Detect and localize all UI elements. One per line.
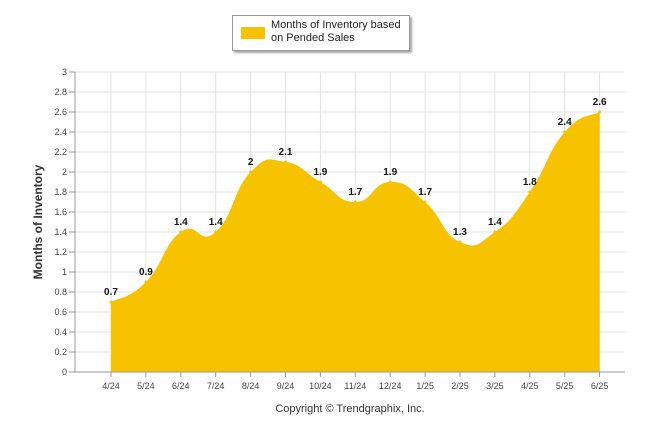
copyright-text: Copyright © Trendgraphix, Inc.: [275, 403, 425, 415]
data-point: [423, 200, 427, 204]
data-point: [179, 230, 183, 234]
y-tick-label: 0.6: [54, 307, 67, 317]
series-area: [111, 112, 600, 372]
y-tick-label: 0.2: [54, 347, 67, 357]
y-tick-labels: 0 0.2 0.4 0.6 0.8 1 1.2 1.4 1.6 1.8 2 2.2 2.4 2.6 2.8 3: [54, 67, 67, 377]
y-tick-label: 0: [62, 367, 67, 377]
data-point: [249, 170, 253, 174]
data-label: 1.7: [348, 187, 362, 198]
x-tick-label: 1/25: [416, 381, 434, 391]
x-tick-label: 9/24: [277, 381, 295, 391]
y-tick-label: 2.8: [54, 87, 67, 97]
y-tick-label: 1.6: [54, 207, 67, 217]
y-tick-label: 3: [62, 67, 67, 77]
x-tick-label: 6/25: [591, 381, 609, 391]
x-tick-labels: 4/24 5/24 6/24 7/24 8/24 9/24 10/24 11/24 12/24 1…: [102, 372, 608, 391]
x-tick-label: 11/24: [344, 381, 366, 391]
data-labels: 0.7 0.9 1.4 1.4 2 2.1 1.9 1.7 1.9 1.7 1.3 1.4 1.8 2.4…: [104, 97, 607, 298]
data-point: [458, 240, 462, 244]
data-label: 1.3: [453, 227, 467, 238]
data-point: [284, 160, 287, 164]
data-label: 1.9: [313, 167, 327, 178]
data-point: [493, 230, 497, 234]
data-label: 1.8: [523, 177, 537, 188]
x-tick-label: 4/25: [521, 381, 539, 391]
y-tick-label: 1.2: [54, 247, 67, 257]
y-tick-label: 2.4: [54, 127, 67, 137]
data-point: [563, 130, 567, 134]
data-label: 0.7: [104, 287, 118, 298]
y-axis-label: Months of Inventory: [31, 164, 45, 279]
x-tick-label: 3/25: [486, 381, 504, 391]
data-point: [528, 190, 532, 194]
data-point: [144, 280, 148, 284]
data-label: 1.4: [209, 217, 223, 228]
x-tick-label: 5/25: [556, 381, 574, 391]
axis-layer: [74, 72, 625, 373]
data-label: 2.1: [279, 147, 293, 158]
data-label: 2.4: [558, 117, 572, 128]
data-label: 1.4: [488, 217, 502, 228]
y-tick-label: 1.4: [54, 227, 67, 237]
x-tick-label: 2/25: [451, 381, 469, 391]
x-tick-label: 8/24: [242, 381, 260, 391]
legend: Months of Inventory based on Pended Sale…: [232, 15, 410, 51]
area-layer: [109, 110, 602, 372]
y-tick-label: 2: [62, 167, 67, 177]
y-tick-label: 2.6: [54, 107, 67, 117]
x-tick-label: 4/24: [102, 381, 120, 391]
y-tick-label: 2.2: [54, 147, 67, 157]
data-point: [109, 300, 113, 304]
x-tick-label: 6/24: [172, 381, 190, 391]
data-label: 1.9: [383, 167, 397, 178]
y-tick-label: 1: [62, 267, 67, 277]
data-point: [353, 200, 357, 204]
data-label: 1.7: [418, 187, 432, 198]
legend-swatch: [241, 27, 265, 39]
data-label: 2.6: [593, 97, 607, 108]
legend-label: Months of Inventory based on Pended Sale…: [271, 19, 401, 44]
y-tick-label: 1.8: [54, 187, 67, 197]
data-point: [318, 180, 322, 184]
data-point: [388, 180, 392, 184]
data-point: [214, 230, 218, 234]
y-tick-label: 0.8: [54, 287, 67, 297]
data-point: [598, 110, 602, 114]
data-label: 1.4: [174, 217, 188, 228]
x-tick-label: 7/24: [207, 381, 225, 391]
data-label: 2: [248, 157, 254, 168]
data-label: 0.9: [139, 267, 153, 278]
x-tick-label: 5/24: [137, 381, 155, 391]
x-tick-label: 12/24: [379, 381, 402, 391]
y-tick-label: 0.4: [54, 327, 67, 337]
x-tick-label: 10/24: [309, 381, 332, 391]
